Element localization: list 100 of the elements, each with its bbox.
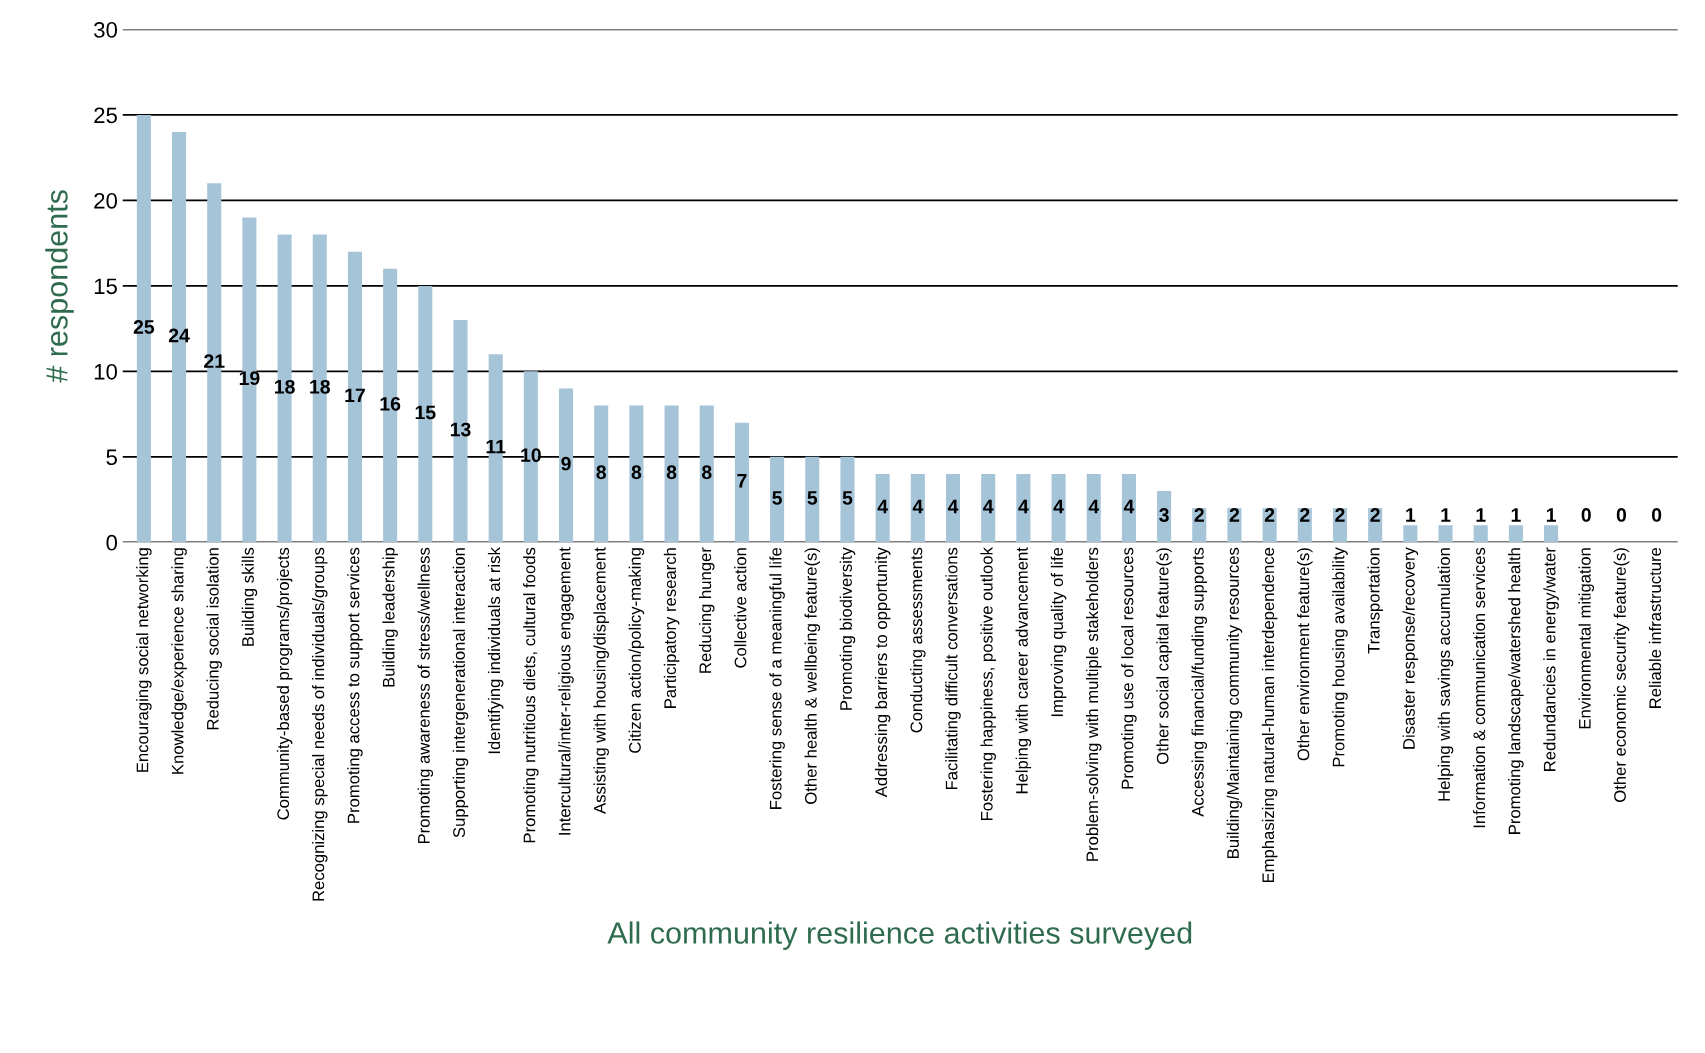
data-label: 0 [1616, 508, 1627, 522]
y-tick-label: 30 [94, 22, 118, 38]
data-label: 5 [842, 491, 853, 505]
x-tick-label: Other health & wellbeing feature(s) [804, 548, 821, 804]
data-label: 10 [521, 448, 541, 463]
x-tick-label: Identifying individuals at risk [487, 547, 504, 754]
x-tick-label: Recognizing special needs of individuals/groups [312, 547, 328, 901]
data-label: 16 [380, 397, 401, 411]
data-label: 18 [310, 379, 330, 394]
data-label: 17 [345, 388, 365, 403]
data-label: 2 [1229, 508, 1240, 522]
x-tick-label: Community-based programs/projects [276, 547, 293, 820]
data-label: 1 [1511, 508, 1521, 522]
data-label: 4 [1123, 499, 1135, 514]
x-tick-label: Knowledge/experience sharing [171, 548, 187, 774]
data-label: 7 [737, 474, 747, 488]
data-label: 4 [877, 499, 888, 514]
x-tick-label: Supporting intergenerational interaction [452, 548, 469, 838]
data-label: 4 [912, 499, 924, 514]
bar [594, 405, 609, 543]
data-label: 4 [1088, 499, 1100, 514]
bar [558, 388, 574, 543]
x-tick-label: Reducing social isolation [206, 548, 222, 730]
bar [699, 405, 714, 543]
bar [770, 456, 785, 543]
data-label: 1 [1406, 508, 1416, 522]
x-tick-label: Reliable infrastructure [1648, 547, 1662, 708]
bar [1508, 525, 1523, 543]
bar [981, 473, 996, 543]
y-tick-label: 15 [94, 278, 117, 295]
bar [840, 456, 855, 543]
data-label: 8 [631, 465, 642, 480]
x-tick-label: Promoting access to support services [347, 547, 363, 823]
bar [1121, 473, 1136, 543]
x-tick-label: Disaster response/recovery [1402, 547, 1419, 749]
data-label: 2 [1264, 508, 1275, 522]
x-tick-label: Emphasizing natural-human interdependence [1261, 547, 1278, 883]
x-tick-label: Other economic security feature(s) [1613, 548, 1630, 802]
data-label: 4 [983, 499, 994, 514]
x-tick-label: Other environment feature(s) [1297, 548, 1313, 761]
x-tick-label: Information & communication services [1472, 547, 1486, 828]
x-tick-label: Fostering sense of a meaningful life [769, 547, 785, 809]
data-label: 5 [772, 491, 782, 505]
data-label: 15 [415, 405, 436, 420]
x-tick-label: Assisting with housing/displacement [593, 547, 609, 814]
data-label: 1 [1546, 508, 1556, 522]
x-tick-label: Intercultural/inter-religious engagement [558, 547, 574, 835]
data-label: 2 [1370, 508, 1380, 522]
bar [629, 405, 644, 543]
bar [1051, 473, 1066, 543]
y-tick-label: 25 [94, 107, 117, 124]
bar [875, 473, 890, 543]
data-label: 2 [1194, 508, 1204, 522]
x-tick-label: Improving quality of life [1050, 547, 1067, 717]
bar [805, 456, 820, 543]
x-tick-label: Accessing financial/funding supports [1191, 547, 1208, 817]
x-tick-label: Promoting biodiversity [839, 547, 856, 710]
data-label: 11 [486, 439, 506, 454]
data-label: 24 [168, 328, 190, 343]
x-tick-label: Conducting assessments [910, 547, 926, 733]
x-tick-label: Other social capital feature(s) [1156, 548, 1172, 765]
data-label: 0 [1581, 508, 1591, 522]
data-label: 9 [561, 456, 571, 471]
bar [1473, 525, 1488, 543]
y-tick-label: 20 [94, 192, 118, 209]
x-tick-label: Helping with career advancement [1015, 547, 1032, 794]
y-tick-label: 5 [106, 449, 117, 466]
data-label: 0 [1651, 508, 1662, 522]
y-tick-label: 10 [94, 363, 118, 380]
bar [1403, 525, 1418, 543]
data-label: 21 [204, 354, 225, 368]
x-tick-label: Building/Maintaining community resources [1226, 547, 1243, 858]
x-tick-label: Promoting awareness of stress/wellness [417, 547, 434, 844]
bar [945, 473, 961, 543]
data-label: 19 [239, 371, 260, 386]
bar [1016, 473, 1031, 543]
x-tick-label: Collective action [734, 548, 747, 668]
x-tick-label: Helping with savings accumulation [1437, 548, 1454, 801]
x-tick-label: Participatory research [663, 548, 680, 708]
x-tick-label: Fostering happiness, positive outlook [980, 547, 996, 821]
data-label: 18 [275, 379, 295, 394]
bar [1544, 525, 1559, 543]
data-label: 1 [1476, 508, 1486, 522]
x-tick-label: Addressing barriers to opportunity [874, 547, 891, 798]
x-tick-label: Transportation [1367, 548, 1383, 654]
data-label: 4 [947, 499, 959, 514]
data-label: 4 [1053, 499, 1064, 514]
data-label: 4 [1018, 499, 1029, 514]
bar [1157, 491, 1172, 543]
data-label: 8 [596, 465, 607, 480]
x-tick-label: Building leadership [382, 547, 398, 687]
bar [664, 405, 679, 543]
bar [1086, 473, 1101, 543]
x-tick-label: Environmental mitigation [1578, 548, 1595, 729]
data-label: 13 [450, 422, 471, 437]
x-tick-label: Reducing hunger [698, 547, 715, 673]
x-tick-label: Promoting landscape/watershed health [1508, 548, 1524, 834]
data-label: 1 [1441, 508, 1451, 522]
bar [1438, 525, 1453, 543]
x-tick-label: Promoting housing availability [1332, 547, 1348, 767]
